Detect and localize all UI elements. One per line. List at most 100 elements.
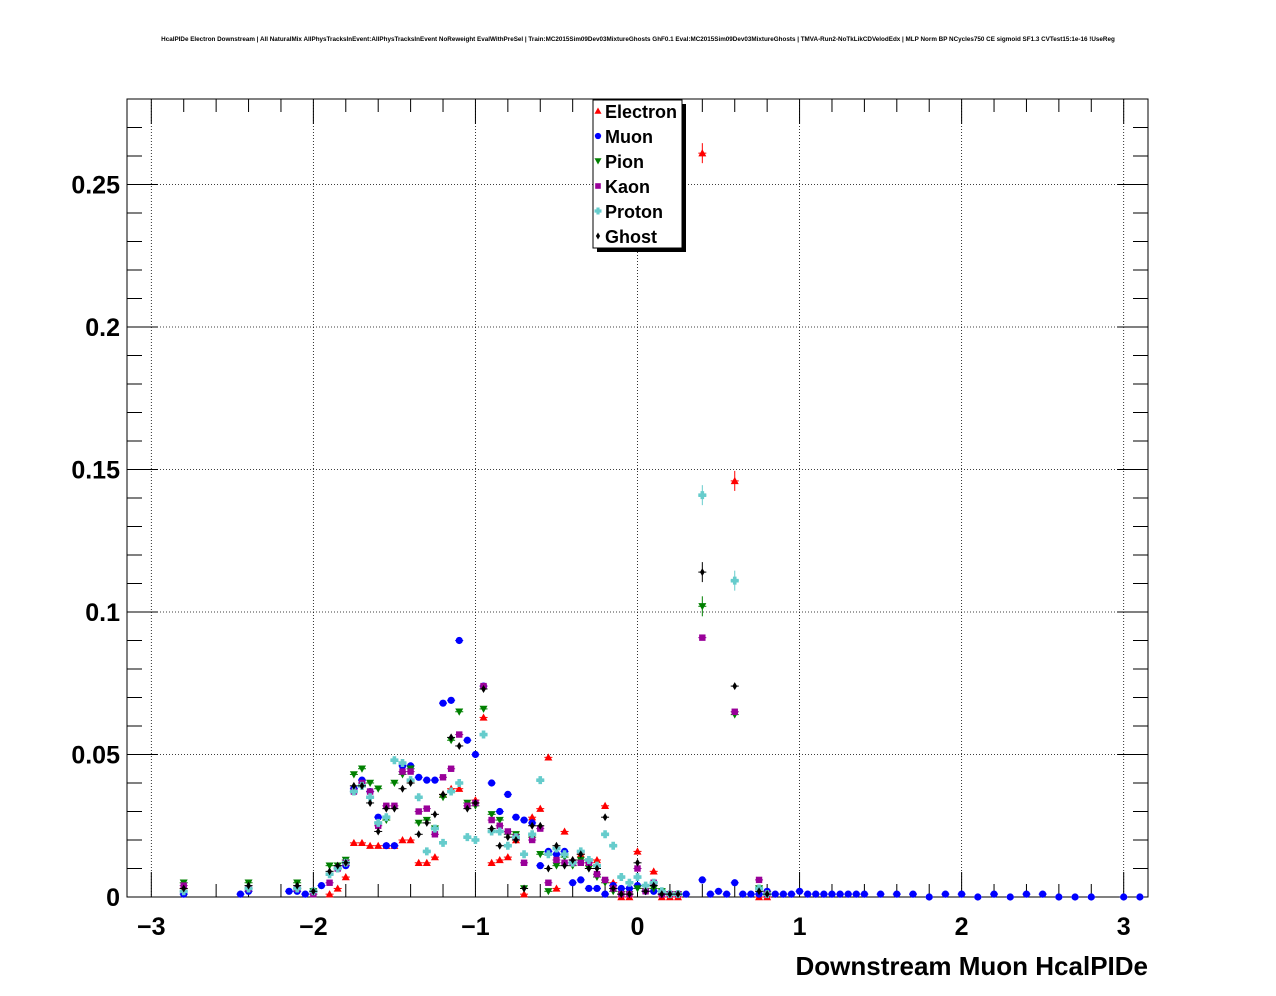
data-point [820, 890, 828, 898]
data-point [1071, 893, 1079, 901]
data-point [415, 808, 422, 815]
data-point [487, 811, 496, 819]
data-point [626, 890, 632, 899]
legend-label-muon: Muon [605, 127, 653, 147]
data-point [755, 876, 763, 884]
data-point [479, 713, 488, 721]
data-point [860, 890, 868, 898]
y-tick-label: 0.15 [71, 457, 120, 485]
data-point [513, 836, 519, 844]
data-point [618, 890, 624, 899]
data-point [602, 813, 608, 822]
data-point [610, 884, 616, 893]
data-point [528, 813, 537, 821]
data-point [181, 884, 187, 893]
data-point [496, 822, 503, 829]
data-point [836, 890, 844, 898]
data-point [706, 890, 715, 898]
data-point [529, 821, 535, 830]
data-point [366, 779, 375, 787]
data-point [488, 779, 496, 787]
data-point [398, 836, 407, 844]
data-point [423, 805, 431, 812]
data-point [448, 733, 454, 742]
data-point [1039, 890, 1047, 898]
data-point [536, 862, 544, 870]
data-point [366, 841, 375, 849]
data-point [455, 784, 464, 792]
data-point [731, 879, 739, 887]
data-point [554, 841, 559, 850]
x-tick-label: 2 [955, 913, 969, 941]
y-tick-label: 0.05 [71, 742, 120, 770]
data-point [545, 864, 551, 873]
legend-marker-electron [594, 107, 602, 114]
legend-label-pion: Pion [605, 152, 644, 172]
data-point [779, 890, 787, 898]
data-point [714, 887, 723, 895]
data-point [536, 851, 545, 859]
data-point [643, 887, 649, 896]
data-point [545, 879, 552, 886]
data-point [698, 149, 707, 157]
x-tick-label: 3 [1117, 913, 1131, 941]
data-point [667, 890, 673, 899]
data-point [536, 804, 545, 812]
data-point [423, 776, 431, 784]
data-point [941, 890, 950, 898]
series-muon [179, 636, 1144, 901]
data-point [463, 736, 471, 744]
data-point [909, 890, 917, 898]
data-point [479, 705, 488, 713]
data-point [1022, 890, 1031, 898]
data-point [520, 816, 528, 824]
legend-marker-kaon [595, 183, 601, 189]
data-point [310, 887, 316, 896]
data-point [512, 813, 520, 821]
data-point [756, 887, 762, 896]
data-point [844, 890, 852, 898]
data-point [520, 859, 528, 866]
data-point [349, 838, 358, 847]
data-point [601, 830, 610, 839]
data-point [852, 890, 860, 898]
data-point [424, 818, 430, 827]
data-point [400, 784, 405, 793]
data-point [649, 867, 658, 875]
data-point [431, 831, 439, 838]
data-point [471, 750, 480, 759]
data-point [562, 861, 567, 870]
data-point [471, 836, 480, 844]
data-point [325, 890, 334, 898]
legend-marker-muon [594, 132, 602, 140]
legend-marker-pion [594, 158, 602, 165]
data-point [422, 858, 431, 866]
data-point [675, 890, 681, 899]
data-point [876, 890, 885, 898]
legend-label-ghost: Ghost [605, 227, 657, 247]
data-point [503, 841, 512, 850]
series-ghost [179, 562, 772, 899]
data-point [601, 890, 609, 898]
series-proton [179, 485, 772, 899]
data-point [487, 858, 496, 866]
data-point [359, 781, 365, 790]
data-point [383, 804, 389, 813]
x-axis-label: Downstream Muon HcalPIDe [795, 951, 1148, 981]
data-point [584, 855, 593, 864]
data-point [560, 827, 569, 835]
data-point [974, 893, 982, 901]
data-point [552, 884, 561, 892]
data-point [520, 890, 529, 898]
data-point [585, 884, 593, 893]
data-point [633, 847, 642, 855]
data-point [285, 887, 293, 895]
data-point [497, 841, 503, 850]
data-point [489, 824, 495, 833]
data-point [374, 841, 383, 849]
data-point [578, 850, 584, 859]
data-point [455, 779, 464, 787]
data-point [422, 847, 431, 856]
data-point [456, 731, 463, 738]
